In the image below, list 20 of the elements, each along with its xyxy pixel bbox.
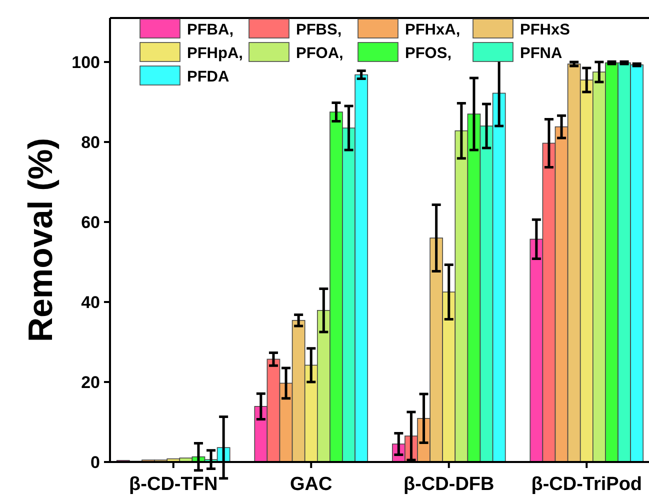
y-axis-title: Removal (%) bbox=[22, 138, 60, 342]
y-tick-label: 80 bbox=[81, 132, 100, 152]
legend-label: PFHxA, bbox=[405, 21, 460, 38]
x-tick-label: β-CD-TriPod bbox=[531, 474, 642, 495]
legend-label: PFBS, bbox=[296, 21, 342, 38]
legend-label: PFOA, bbox=[296, 44, 344, 62]
legend-label: PFNA bbox=[520, 44, 562, 62]
legend-label: PFHxS bbox=[520, 21, 570, 38]
y-tick-label: 100 bbox=[72, 52, 100, 72]
legend-label: PFDA bbox=[187, 68, 230, 86]
x-tick-label: β-CD-DFB bbox=[404, 474, 494, 495]
x-tick-label: β-CD-TFN bbox=[129, 474, 218, 495]
y-tick-label: 0 bbox=[90, 452, 100, 472]
legend-label: PFOS, bbox=[405, 44, 452, 62]
y-tick-label: 60 bbox=[81, 212, 100, 232]
x-tick-label: GAC bbox=[290, 474, 333, 495]
legend-label: PFHpA, bbox=[187, 44, 243, 62]
legend-label: PFBA, bbox=[187, 21, 234, 38]
y-tick-label: 20 bbox=[81, 372, 100, 392]
y-tick-label: 40 bbox=[81, 292, 100, 312]
